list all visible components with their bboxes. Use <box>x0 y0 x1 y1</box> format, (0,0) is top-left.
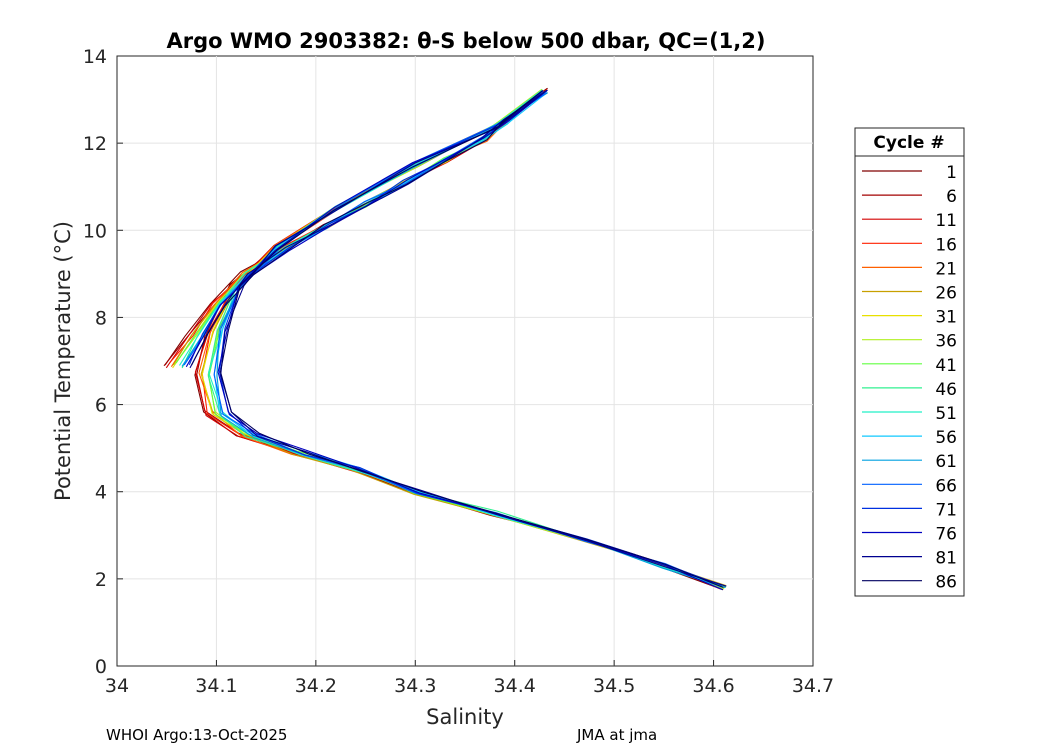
x-tick-label: 34.1 <box>195 675 237 697</box>
legend-label-cycle-46: 46 <box>935 380 957 400</box>
chart-title: Argo WMO 2903382: θ-S below 500 dbar, QC… <box>167 29 766 53</box>
y-tick-label: 4 <box>95 482 107 504</box>
footer-right: JMA at jma <box>577 726 658 744</box>
x-tick-label: 34 <box>105 675 129 697</box>
legend-label-cycle-86: 86 <box>935 573 957 593</box>
legend-label-cycle-21: 21 <box>935 259 957 279</box>
y-tick-label: 14 <box>83 46 107 68</box>
series-line-cycle-86 <box>191 90 724 589</box>
x-tick-label: 34.2 <box>295 675 337 697</box>
legend-label-cycle-31: 31 <box>935 308 957 328</box>
series-group <box>163 87 727 591</box>
legend-title: Cycle # <box>873 133 944 153</box>
legend-label-cycle-81: 81 <box>935 549 957 569</box>
y-tick-label: 6 <box>95 395 107 417</box>
legend-label-cycle-11: 11 <box>935 211 957 231</box>
x-tick-label: 34.5 <box>593 675 635 697</box>
x-tick-label: 34.7 <box>792 675 834 697</box>
x-tick-label: 34.4 <box>494 675 536 697</box>
legend-label-cycle-41: 41 <box>935 356 957 376</box>
legend-label-cycle-36: 36 <box>935 332 957 352</box>
y-tick-label: 10 <box>83 220 107 242</box>
legend-label-cycle-61: 61 <box>935 452 957 472</box>
legend-label-cycle-56: 56 <box>935 428 957 448</box>
legend-label-cycle-51: 51 <box>935 404 957 424</box>
legend-label-cycle-66: 66 <box>935 476 957 496</box>
y-tick-label: 8 <box>95 307 107 329</box>
series-line-cycle-66 <box>183 92 722 588</box>
y-tick-label: 0 <box>95 656 107 678</box>
footer-left: WHOI Argo:13-Oct-2025 <box>106 726 288 744</box>
x-tick-label: 34.3 <box>394 675 436 697</box>
ticks: 34 34.1 34.2 34.3 34.4 34.5 34.6 34.7 0 2 4 6 8 10 12 1… <box>83 46 834 697</box>
legend-label-cycle-71: 71 <box>935 500 957 520</box>
legend: Cycle # 16111621263136414651566166717681… <box>854 127 965 597</box>
legend-label-cycle-76: 76 <box>935 525 957 545</box>
plot-area <box>116 55 814 667</box>
legend-label-cycle-16: 16 <box>935 235 957 255</box>
legend-box <box>854 127 965 597</box>
y-tick-label: 2 <box>95 569 107 591</box>
x-tick-label: 34.6 <box>692 675 734 697</box>
x-axis-label: Salinity <box>426 705 504 729</box>
legend-label-cycle-26: 26 <box>935 284 957 304</box>
legend-label-cycle-1: 1 <box>946 163 957 183</box>
y-axis-label: Potential Temperature (°C) <box>51 221 75 501</box>
legend-label-cycle-6: 6 <box>946 187 957 207</box>
y-tick-label: 12 <box>83 133 107 155</box>
